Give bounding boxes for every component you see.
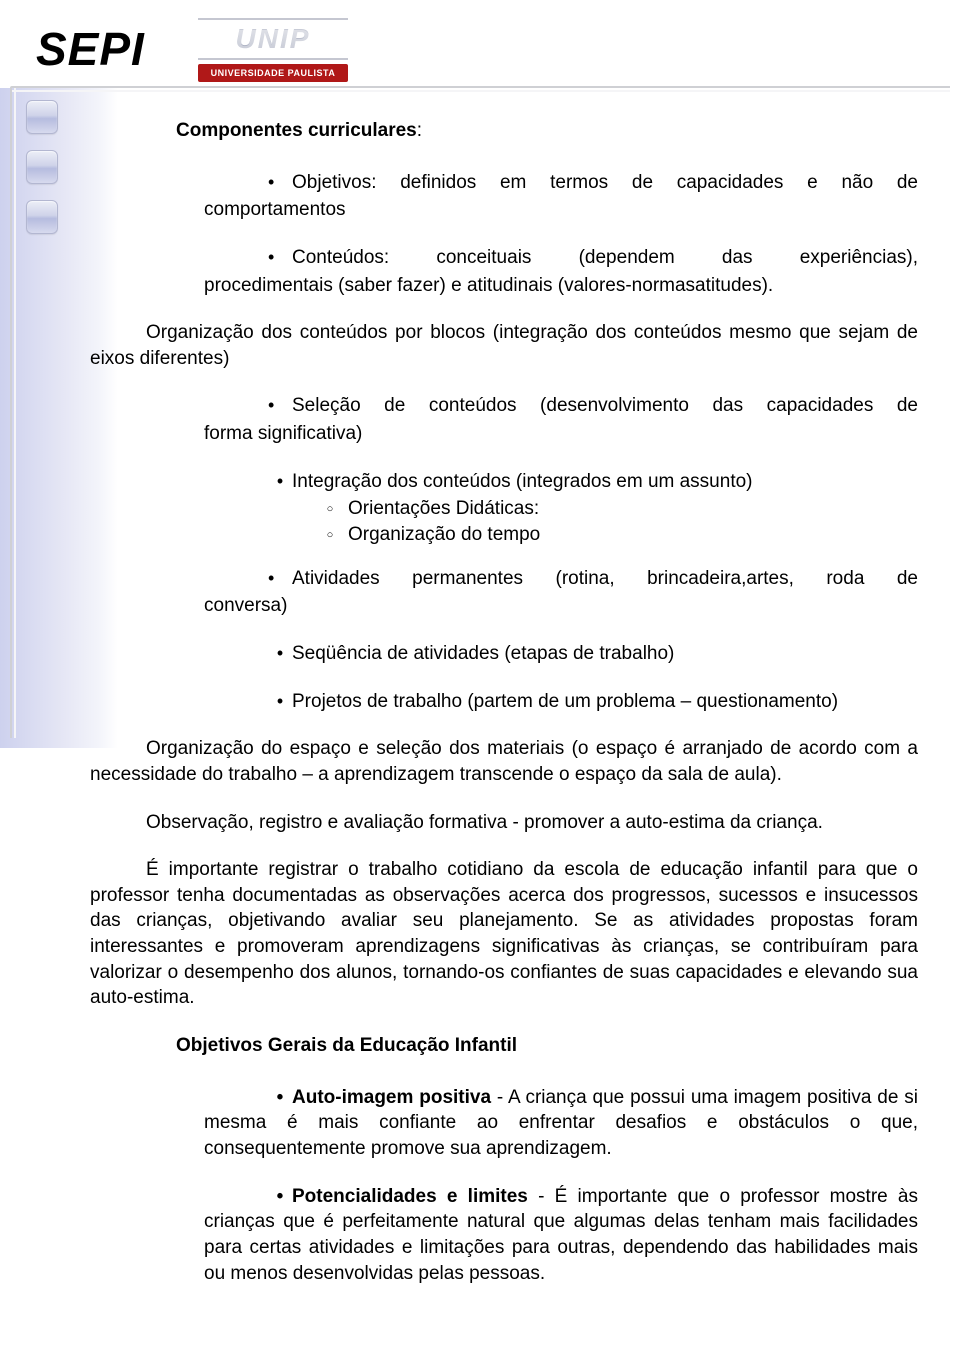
bullet-text: Seqüência de atividades (etapas de traba… xyxy=(292,643,674,664)
bullet-text: Atividades permanentes (rotina, brincade… xyxy=(292,568,918,589)
goal-sep: - xyxy=(528,1186,555,1207)
bullet-dot-icon xyxy=(204,568,292,589)
bullet-line: Projetos de trabalho (partem de um probl… xyxy=(204,689,918,715)
bullet-dot-icon xyxy=(204,395,292,416)
bullet-dot-icon xyxy=(204,643,292,664)
logo-sepi: SEPI xyxy=(36,18,145,80)
bullet-text: Integração dos conteúdos (integrados em … xyxy=(292,471,753,492)
goal-lead: Auto-imagem positiva xyxy=(204,1087,491,1108)
heading-text: Componentes curriculares xyxy=(176,120,417,141)
header: SEPI UNIP UNIVERSIDADE PAULISTA xyxy=(0,0,960,88)
goal-lead: Potencialidades e limites xyxy=(204,1186,528,1207)
bullet-line: Objetivos: definidos em termos de capaci… xyxy=(204,170,918,196)
goal-lead-text: Auto-imagem positiva xyxy=(292,1087,491,1108)
bullet-objetivos: Objetivos: definidos em termos de capaci… xyxy=(204,170,918,223)
logo-unip: UNIP UNIVERSIDADE PAULISTA xyxy=(198,18,348,82)
heading-objetivos-gerais: Objetivos Gerais da Educação Infantil xyxy=(176,1033,918,1059)
logo-unip-sub: UNIVERSIDADE PAULISTA xyxy=(198,64,348,82)
para-text: Organização do espaço e seleção dos mate… xyxy=(90,738,918,785)
para-organizacao-espaco: Organização do espaço e seleção dos mate… xyxy=(90,736,918,787)
bullet-integracao: Integração dos conteúdos (integrados em … xyxy=(204,469,918,548)
bullet-dot-icon xyxy=(204,247,292,268)
para-text: É importante registrar o trabalho cotidi… xyxy=(90,859,918,1008)
para-text: Organização dos conteúdos por blocos (in… xyxy=(90,322,918,369)
bullet-text: Objetivos: definidos em termos de capaci… xyxy=(292,172,918,193)
bullet-atividades: Atividades permanentes (rotina, brincade… xyxy=(204,566,918,619)
para-importante: É importante registrar o trabalho cotidi… xyxy=(90,857,918,1011)
bullet-dot-icon xyxy=(204,691,292,712)
bullet-line: Seleção de conteúdos (desenvolvimento da… xyxy=(204,393,918,419)
goal-potencialidades: Potencialidades e limites - É importante… xyxy=(204,1184,918,1287)
bullet-line: Seqüência de atividades (etapas de traba… xyxy=(204,641,918,667)
goal-sep: - xyxy=(491,1087,508,1108)
logo-unip-text: UNIP xyxy=(198,18,348,60)
goal-lead-text: Potencialidades e limites xyxy=(292,1186,528,1207)
sub-bullet-text: Orientações Didáticas: xyxy=(348,498,539,519)
document-body: Componentes curriculares: Objetivos: def… xyxy=(0,88,960,1348)
sub-bullet-text: Organização do tempo xyxy=(348,524,540,545)
para-observacao: Observação, registro e avaliação formati… xyxy=(90,810,918,836)
heading-componentes: Componentes curriculares: xyxy=(176,118,918,144)
bullet-selecao: Seleção de conteúdos (desenvolvimento da… xyxy=(204,393,918,446)
bullet-cont: forma significativa) xyxy=(204,421,918,447)
bullet-projetos: Projetos de trabalho (partem de um probl… xyxy=(204,689,918,715)
page: { "header": { "brand": "SEPI", "partner"… xyxy=(0,0,960,1369)
goal-auto-imagem: Auto-imagem positiva - A criança que pos… xyxy=(204,1085,918,1162)
bullet-text: Projetos de trabalho (partem de um probl… xyxy=(292,691,838,712)
bullet-cont: comportamentos xyxy=(204,197,918,223)
bullet-dot-icon xyxy=(204,172,292,193)
sub-bullet: Orientações Didáticas: xyxy=(312,496,918,522)
bullet-dot-icon xyxy=(204,471,292,492)
heading-colon: : xyxy=(417,120,422,141)
bullet-text: Seleção de conteúdos (desenvolvimento da… xyxy=(292,395,918,416)
sub-bullet: Organização do tempo xyxy=(312,522,918,548)
bullet-conteudos: Conteúdos: conceituais (dependem das exp… xyxy=(204,245,918,298)
bullet-line: Atividades permanentes (rotina, brincade… xyxy=(204,566,918,592)
bullet-cont: conversa) xyxy=(204,593,918,619)
bullet-line: Conteúdos: conceituais (dependem das exp… xyxy=(204,245,918,271)
bullet-text: Conteúdos: conceituais (dependem das exp… xyxy=(292,247,918,268)
para-text: Observação, registro e avaliação formati… xyxy=(146,812,823,833)
bullet-cont: procedimentais (saber fazer) e atitudina… xyxy=(204,273,918,299)
para-organizacao-blocos: Organização dos conteúdos por blocos (in… xyxy=(90,320,918,371)
bullet-line: Integração dos conteúdos (integrados em … xyxy=(204,469,918,495)
bullet-sequencia: Seqüência de atividades (etapas de traba… xyxy=(204,641,918,667)
